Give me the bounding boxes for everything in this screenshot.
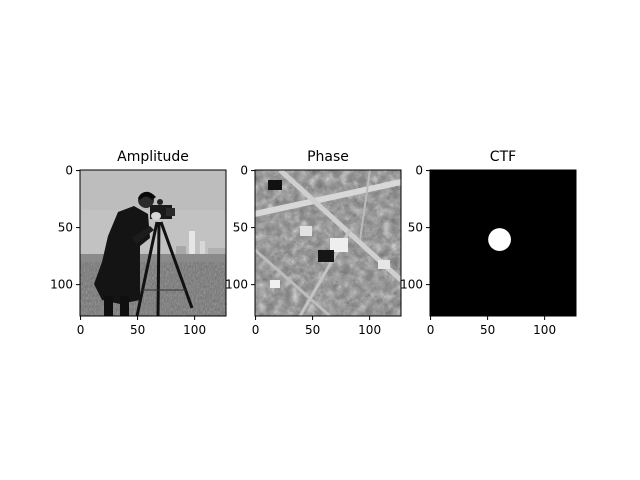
amplitude-ticks: 0 50 100 0 50 100 [50, 164, 206, 337]
y-tick-label: 100 [400, 278, 423, 292]
panel-ctf: CTF 0 50 100 0 50 100 [400, 149, 577, 337]
x-tick-label: 0 [427, 323, 435, 337]
y-tick-label: 0 [65, 164, 73, 178]
y-tick-label: 0 [415, 164, 423, 178]
y-tick-label: 100 [50, 278, 73, 292]
ctf-ticks: 0 50 100 0 50 100 [400, 164, 556, 337]
x-tick-label: 50 [305, 323, 320, 337]
x-tick-label: 50 [130, 323, 145, 337]
y-tick-label: 50 [408, 221, 423, 235]
axes-frame-amplitude [79, 169, 227, 317]
y-tick-label: 50 [233, 221, 248, 235]
x-tick-label: 100 [358, 323, 381, 337]
y-tick-label: 50 [58, 221, 73, 235]
x-tick-label: 0 [77, 323, 85, 337]
y-tick-label: 100 [225, 278, 248, 292]
panel-title-amplitude: Amplitude [117, 149, 189, 165]
panel-amplitude: Amplitude [50, 149, 227, 337]
x-tick-label: 100 [533, 323, 556, 337]
amplitude-image [80, 170, 226, 316]
x-tick-label: 100 [183, 323, 206, 337]
phase-image [255, 170, 401, 316]
y-tick-label: 0 [240, 164, 248, 178]
panel-title-phase: Phase [307, 149, 349, 165]
panel-title-ctf: CTF [490, 149, 516, 165]
x-tick-label: 50 [480, 323, 495, 337]
axes-frame-phase [254, 169, 402, 317]
panel-phase: Phase 0 50 100 0 50 100 [225, 149, 402, 337]
x-tick-label: 0 [252, 323, 260, 337]
phase-ticks: 0 50 100 0 50 100 [225, 164, 381, 337]
ctf-pupil-disk [488, 228, 511, 251]
axes-frame-ctf [429, 169, 577, 317]
